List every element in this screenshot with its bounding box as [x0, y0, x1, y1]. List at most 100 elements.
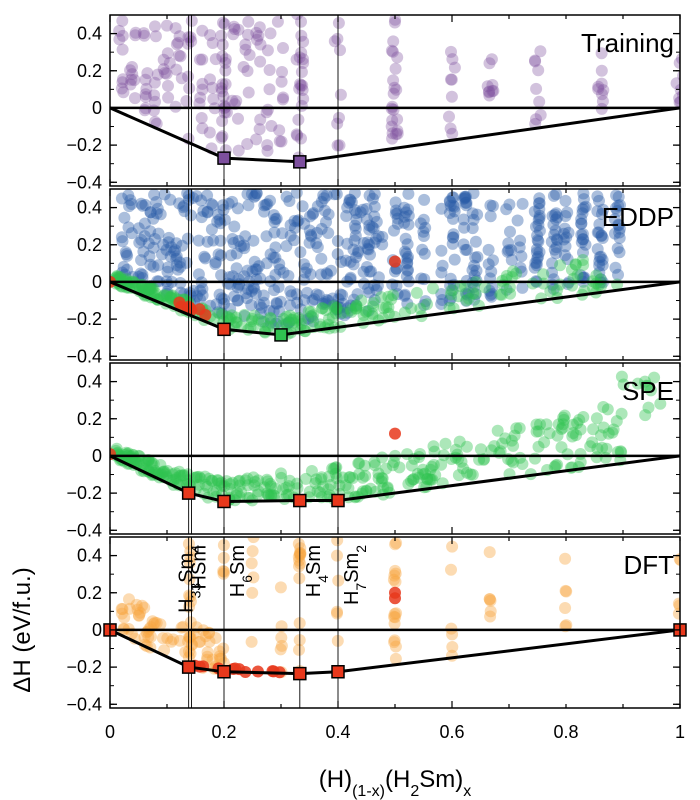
scatter-point	[468, 293, 481, 306]
scatter-point	[264, 194, 276, 207]
scatter-point	[486, 200, 499, 212]
scatter-point	[264, 316, 277, 329]
scatter-point	[139, 73, 152, 86]
scatter-point	[446, 237, 459, 250]
scatter-point	[360, 484, 373, 497]
scatter-point	[207, 93, 220, 106]
scatter-point	[217, 90, 230, 103]
scatter-point	[602, 427, 615, 440]
hull-marker	[181, 486, 196, 500]
scatter-point	[254, 55, 267, 68]
scatter-point	[248, 282, 261, 295]
scatter-point	[363, 223, 376, 236]
scatter-point	[595, 64, 608, 77]
hull-marker	[181, 660, 196, 674]
scatter-point	[380, 301, 393, 314]
scatter-point	[196, 77, 209, 90]
scatter-point	[314, 473, 327, 486]
scatter-point	[173, 30, 186, 43]
scatter-point	[215, 82, 228, 95]
scatter-point	[336, 289, 349, 302]
y-tick-label: 0.2	[77, 583, 102, 603]
scatter-point	[255, 315, 268, 328]
scatter-point	[575, 217, 588, 230]
scatter-point	[533, 212, 546, 225]
scatter-point	[199, 630, 212, 643]
scatter-point	[350, 300, 363, 313]
scatter-point	[274, 581, 287, 594]
scatter-point	[435, 244, 448, 257]
scatter-point	[287, 314, 300, 326]
scatter-point	[302, 312, 315, 325]
scatter-point	[151, 202, 164, 215]
scatter-point	[388, 634, 401, 647]
scatter-point	[193, 636, 206, 648]
scatter-point	[389, 567, 402, 580]
scatter-point	[516, 458, 529, 470]
scatter-point	[550, 189, 563, 201]
scatter-point	[366, 307, 379, 320]
scatter-point	[593, 259, 606, 272]
scatter-point	[115, 192, 128, 205]
scatter-point	[469, 287, 482, 300]
scatter-point	[191, 290, 203, 303]
scatter-point	[211, 215, 224, 228]
scatter-point	[248, 309, 261, 322]
scatter-point	[387, 74, 400, 87]
scatter-point	[251, 33, 263, 46]
scatter-point	[331, 537, 344, 547]
scatter-point	[401, 238, 414, 251]
scatter-point	[486, 79, 499, 91]
scatter-point	[346, 472, 359, 484]
scatter-point	[165, 290, 178, 303]
scatter-point	[612, 218, 625, 231]
scatter-point	[320, 216, 332, 228]
scatter-point	[140, 82, 153, 95]
scatter-point	[295, 79, 307, 92]
scatter-point	[382, 307, 395, 320]
scatter-point	[577, 259, 590, 271]
scatter-point	[250, 263, 263, 276]
scatter-point	[319, 304, 332, 316]
scatter-point	[148, 89, 161, 102]
scatter-point	[577, 193, 590, 206]
scatter-point	[544, 285, 557, 298]
y-tick-label: −0.2	[66, 135, 102, 155]
scatter-point	[577, 271, 590, 284]
scatter-point	[283, 474, 296, 487]
scatter-point	[138, 631, 151, 644]
scatter-point	[457, 192, 470, 205]
scatter-point	[566, 430, 579, 443]
scatter-point	[158, 465, 171, 478]
scatter-point	[551, 429, 564, 442]
scatter-point	[639, 409, 652, 422]
scatter-point	[445, 73, 458, 86]
scatter-point	[337, 297, 349, 310]
scatter-point	[280, 318, 293, 331]
scatter-point	[482, 258, 495, 271]
scatter-point	[362, 243, 375, 256]
scatter-point	[226, 94, 239, 107]
scatter-point	[674, 95, 680, 108]
scatter-point	[595, 47, 608, 60]
scatter-point	[534, 45, 547, 58]
scatter-point	[502, 237, 515, 250]
scatter-point	[487, 84, 500, 97]
scatter-point	[292, 214, 305, 227]
x-tick-label: 0.6	[439, 722, 464, 742]
scatter-point	[319, 298, 332, 310]
panel-training: 0.4 0.2 0 −0.2 −0.4 Training	[66, 14, 681, 192]
scatter-point	[557, 233, 570, 246]
scatter-point	[470, 274, 483, 287]
scatter-point	[327, 462, 340, 475]
scatter-point	[305, 230, 318, 243]
scatter-point	[370, 284, 383, 296]
scatter-point	[597, 203, 609, 216]
scatter-point	[282, 480, 295, 493]
scatter-point	[194, 284, 207, 297]
scatter-point	[445, 45, 457, 58]
scatter-point	[317, 480, 330, 493]
scatter-point	[611, 205, 624, 217]
scatter-point	[576, 228, 589, 240]
scatter-point	[571, 417, 584, 430]
